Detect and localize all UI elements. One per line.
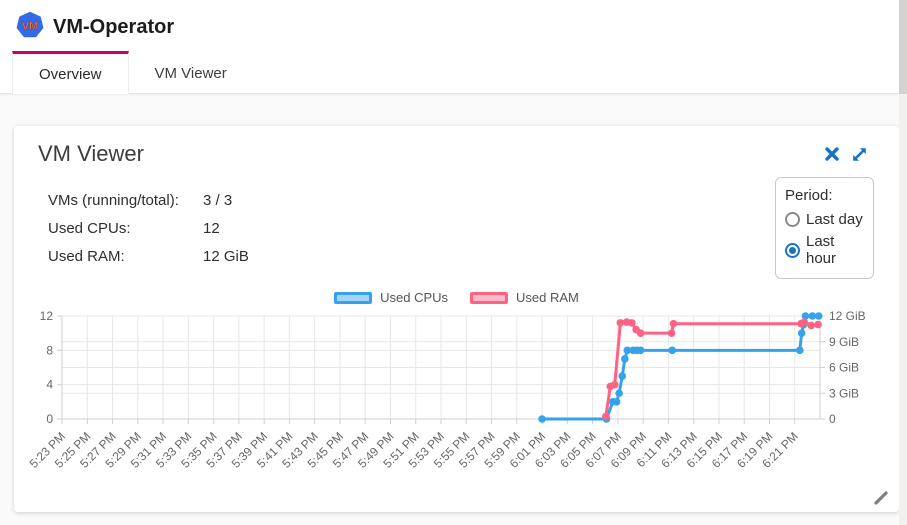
svg-text:3 GiB: 3 GiB — [829, 386, 859, 400]
stat-row-cpus: Used CPUs: 12 — [48, 214, 249, 242]
app-brand: VM VM-Operator — [16, 11, 174, 44]
radio-last-hour-label: Last hour — [806, 233, 837, 267]
legend-item-used-ram[interactable]: Used RAM — [470, 290, 579, 305]
legend-label-used-cpus: Used CPUs — [380, 290, 449, 305]
tab-vm-viewer-label: VM Viewer — [154, 65, 227, 82]
resize-grip-icon[interactable] — [872, 489, 890, 507]
chart-svg: 5:23 PM5:25 PM5:27 PM5:29 PM5:31 PM5:33 … — [27, 309, 866, 471]
svg-text:4: 4 — [46, 378, 53, 392]
page-scrollbar[interactable] — [899, 0, 907, 525]
stat-value-ram: 12 GiB — [203, 247, 249, 265]
app-logo-letters: VM — [22, 21, 39, 33]
legend-swatch-used-cpus — [334, 291, 373, 304]
radio-last-day-label: Last day — [806, 211, 863, 228]
tab-overview-label: Overview — [39, 65, 102, 83]
stat-label-cpus: Used CPUs: — [48, 219, 131, 237]
legend-item-used-cpus[interactable]: Used CPUs — [334, 290, 448, 305]
card-title: VM Viewer — [38, 141, 144, 166]
svg-text:9 GiB: 9 GiB — [829, 335, 859, 349]
period-selector: Period: Last day Last hour — [775, 177, 874, 279]
app-logo-icon: VM — [16, 11, 44, 44]
stat-value-vms: 3 / 3 — [203, 191, 233, 209]
radio-last-day-icon[interactable] — [785, 212, 800, 227]
chart-canvas[interactable]: 5:23 PM 5:25 PM 5:27 PM 5:29 PM 5:31 PM 5:33 … — [14, 308, 899, 498]
app-title: VM-Operator — [53, 16, 175, 38]
svg-text:12: 12 — [40, 309, 54, 323]
stat-value-cpus: 12 — [203, 219, 220, 237]
svg-text:0: 0 — [46, 412, 53, 426]
stat-label-ram: Used RAM: — [48, 247, 125, 265]
radio-last-hour[interactable]: Last hour — [785, 233, 865, 267]
legend-label-used-ram: Used RAM — [516, 290, 579, 305]
stat-row-ram: Used RAM: 12 GiB — [48, 242, 249, 270]
app-header: VM VM-Operator Overview VM Viewer — [0, 0, 907, 94]
close-icon[interactable] — [822, 144, 842, 164]
expand-icon[interactable] — [849, 144, 869, 164]
vm-viewer-card: VM Viewer VMs (running/total): 3 / 3 Use… — [14, 126, 899, 512]
stat-row-vms: VMs (running/total): 3 / 3 — [48, 186, 249, 214]
tab-vm-viewer[interactable]: VM Viewer — [129, 51, 253, 93]
period-label: Period: — [785, 187, 833, 204]
tab-overview[interactable]: Overview — [12, 51, 129, 94]
radio-last-day[interactable]: Last day — [785, 211, 865, 228]
stat-label-vms: VMs (running/total): — [48, 191, 179, 209]
legend-swatch-used-ram — [470, 291, 509, 304]
svg-text:8: 8 — [46, 343, 53, 357]
chart-legend: Used CPUs Used RAM — [14, 290, 899, 305]
svg-text:0: 0 — [829, 412, 836, 426]
svg-text:12 GiB: 12 GiB — [829, 309, 866, 323]
svg-text:6 GiB: 6 GiB — [829, 361, 859, 375]
card-actions — [822, 144, 869, 164]
radio-last-hour-icon[interactable] — [785, 242, 800, 258]
vm-stats: VMs (running/total): 3 / 3 Used CPUs: 12… — [48, 186, 249, 270]
page-scrollbar-thumb[interactable] — [899, 0, 907, 94]
tab-bar: Overview VM Viewer — [12, 51, 253, 94]
